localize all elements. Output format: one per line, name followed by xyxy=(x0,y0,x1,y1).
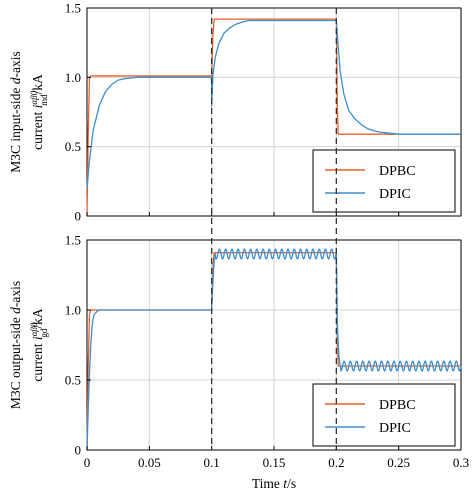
y-tick-label: 0 xyxy=(75,443,82,458)
x-tick-labels: 0 0.05 0.1 0.15 0.2 0.25 0.3 xyxy=(84,446,469,470)
input-side-panel: 0 0.5 1.0 1.5 M3C input-side d-axis current… xyxy=(8,1,462,224)
y-tick-labels: 0 0.5 1.0 1.5 xyxy=(65,1,91,224)
legend-box xyxy=(312,383,456,447)
x-tick-label: 0.3 xyxy=(453,455,469,470)
series-lines xyxy=(86,248,462,451)
output-side-panel: 0 0.5 1.0 1.5 0 0.05 0.1 0.15 0.2 0.25 0.3 M3C ou… xyxy=(8,233,469,471)
y-tick-label: 0.5 xyxy=(65,139,81,154)
x-tick-label: 0 xyxy=(84,455,91,470)
y-axis-label-line2: current iαβ0md/kA xyxy=(29,74,49,150)
legend: DPBC DPIC xyxy=(312,383,456,447)
legend: DPBC DPIC xyxy=(312,149,456,213)
legend-box xyxy=(312,149,456,213)
x-axis-label: Time t/s xyxy=(252,476,296,491)
legend-label-dpbc: DPBC xyxy=(379,164,416,179)
legend-label-dpic: DPIC xyxy=(379,421,411,436)
y-tick-label: 1.5 xyxy=(65,233,81,248)
x-tick-labels xyxy=(86,212,462,216)
x-tick-label: 0.25 xyxy=(387,455,410,470)
y-axis-label-line1: M3C output-side d-axis xyxy=(8,281,23,409)
x-tick-label: 0.1 xyxy=(204,455,220,470)
y-tick-label: 0.5 xyxy=(65,373,81,388)
y-tick-label: 1.0 xyxy=(65,70,81,85)
y-tick-labels: 0 0.5 1.0 1.5 xyxy=(65,233,91,458)
legend-label-dpic: DPIC xyxy=(379,187,411,202)
x-tick-label: 0.05 xyxy=(138,455,161,470)
y-axis-label-line1: M3C input-side d-axis xyxy=(8,51,23,173)
x-tick-label: 0.2 xyxy=(328,455,344,470)
series-line-dpic xyxy=(86,19,461,189)
y-tick-label: 1.0 xyxy=(65,303,81,318)
step-time-markers xyxy=(211,8,337,450)
y-axis-label-line2: current iαβ0gd/kA xyxy=(29,308,49,382)
x-tick-label: 0.15 xyxy=(263,455,286,470)
y-tick-label: 0 xyxy=(75,209,82,224)
series-line-dpic xyxy=(86,248,462,451)
y-tick-label: 1.5 xyxy=(65,1,81,16)
legend-label-dpbc: DPBC xyxy=(379,398,416,413)
